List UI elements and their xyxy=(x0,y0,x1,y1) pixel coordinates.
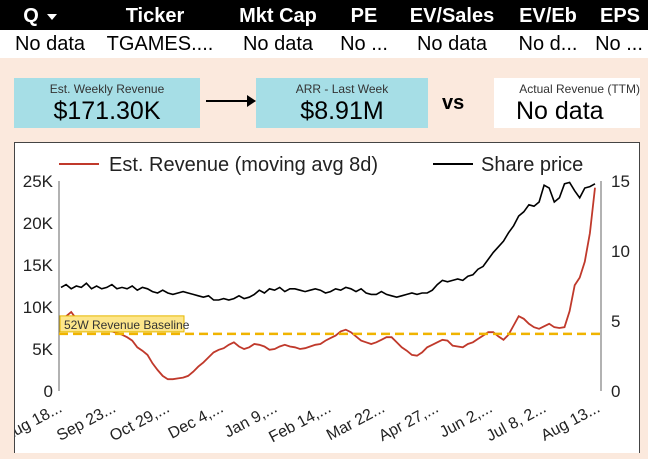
x-tick-label: Feb 14,... xyxy=(266,400,334,447)
y-left-tick-label: 20K xyxy=(23,214,54,233)
column-header-ticker[interactable]: Ticker xyxy=(125,5,185,27)
y-left-tick-label: 0 xyxy=(44,382,53,401)
y-left-tick-label: 15K xyxy=(23,256,54,275)
y-right-tick-label: 15 xyxy=(611,172,630,191)
x-tick-label: Mar 22... xyxy=(324,400,388,445)
vs-label: vs xyxy=(442,92,465,114)
cell-eps: No ... xyxy=(595,33,643,55)
column-header-eps[interactable]: EPS xyxy=(599,5,641,27)
y-left-tick-label: 10K xyxy=(23,298,54,317)
kpi-weekly-revenue-label: Est. Weekly Revenue xyxy=(49,82,165,96)
series-line-est-revenue xyxy=(60,187,596,381)
baseline-label: 52W Revenue Baseline xyxy=(64,318,190,332)
column-header-evsales[interactable]: EV/Sales xyxy=(409,5,495,27)
x-tick-label: Aug 18... xyxy=(15,400,65,445)
y-left-tick-label: 25K xyxy=(23,172,54,191)
y-right-tick-label: 0 xyxy=(611,382,620,401)
cell-evsales: No data xyxy=(416,33,488,55)
kpi-actual-revenue: Actual Revenue (TTM) No data xyxy=(494,78,640,128)
revenue-price-chart: Est. Revenue (moving avg 8d) Share price … xyxy=(0,142,640,453)
chart-svg: Est. Revenue (moving avg 8d) Share price … xyxy=(0,154,630,447)
metrics-data-row: No data TGAMES.... No data No ... No dat… xyxy=(0,30,648,58)
chart-lines xyxy=(60,181,596,381)
cell-q: No data xyxy=(14,33,86,55)
x-tick-label: Sep 23... xyxy=(54,400,119,445)
column-header-pe[interactable]: PE xyxy=(350,5,378,27)
baseline-group: 52W Revenue Baseline xyxy=(59,315,601,336)
x-tick-label: Dec 4,... xyxy=(166,400,227,443)
y-axis-right: 0 5 10 15 xyxy=(611,172,630,401)
y-right-tick-label: 5 xyxy=(611,312,620,331)
kpi-arr: ARR - Last Week $8.91M xyxy=(256,78,428,128)
x-tick-label: Aug 13... xyxy=(538,400,603,445)
column-header-eveb[interactable]: EV/Eb xyxy=(519,5,577,27)
x-tick-label: Apr 27,... xyxy=(376,400,441,445)
y-right-tick-label: 10 xyxy=(611,242,630,261)
x-tick-label: Jul 8, 2... xyxy=(484,400,549,445)
chart-legend: Est. Revenue (moving avg 8d) Share price xyxy=(59,154,583,176)
cell-ticker: TGAMES.... xyxy=(106,33,214,55)
y-left-tick-label: 5K xyxy=(32,340,53,359)
column-header-mktcap[interactable]: Mkt Cap xyxy=(239,5,317,27)
x-tick-label: Oct 29,... xyxy=(107,400,172,445)
kpi-arr-label: ARR - Last Week xyxy=(295,82,389,96)
column-header-q[interactable]: Q xyxy=(0,3,80,29)
chevron-down-icon[interactable] xyxy=(46,13,57,20)
legend-label-price: Share price xyxy=(481,154,583,176)
baseline-label-bg xyxy=(59,315,185,333)
x-axis: Aug 18...Sep 23...Oct 29,...Dec 4,...Jan… xyxy=(0,400,603,447)
chart-grid xyxy=(58,181,602,391)
kpi-actual-revenue-label: Actual Revenue (TTM) xyxy=(519,82,640,96)
cell-eveb: No d... xyxy=(518,33,578,55)
metrics-header-row: Q Ticker Mkt Cap PE EV/Sales EV/Eb EPS xyxy=(0,0,648,30)
kpi-weekly-revenue: Est. Weekly Revenue $171.30K xyxy=(14,78,200,128)
series-line-share-price xyxy=(60,181,596,301)
kpi-actual-revenue-value: No data xyxy=(516,97,604,125)
cell-mktcap: No data xyxy=(242,33,314,55)
kpi-weekly-revenue-value: $171.30K xyxy=(53,97,161,125)
cell-pe: No ... xyxy=(340,33,388,55)
y-axis-left: 0 5K 10K 15K 20K 25K xyxy=(23,172,54,401)
kpi-arr-value: $8.91M xyxy=(300,97,384,125)
arrow-right-icon xyxy=(206,95,256,107)
legend-label-revenue: Est. Revenue (moving avg 8d) xyxy=(109,154,378,176)
